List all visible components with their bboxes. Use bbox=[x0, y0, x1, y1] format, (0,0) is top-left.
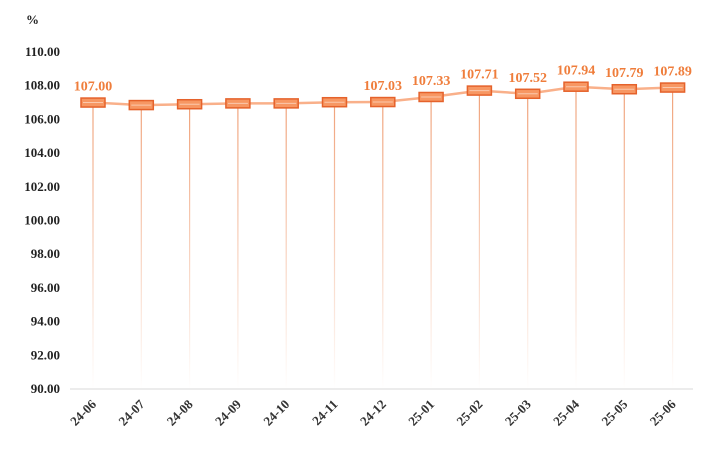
drop-line bbox=[382, 102, 384, 390]
drop-line bbox=[285, 103, 287, 389]
markers bbox=[80, 81, 686, 111]
data-point-marker bbox=[563, 81, 589, 92]
drop-line bbox=[189, 104, 191, 390]
data-point-marker bbox=[611, 83, 638, 95]
y-tick-label: 102.00 bbox=[24, 179, 60, 194]
data-point-marker bbox=[128, 99, 155, 111]
drop-line bbox=[140, 105, 142, 389]
data-point-marker bbox=[80, 97, 106, 108]
y-tick-label: 104.00 bbox=[24, 145, 60, 160]
x-tick-label: 24-08 bbox=[164, 396, 196, 428]
y-tick-label: 98.00 bbox=[31, 246, 60, 261]
x-tick-label: 25-03 bbox=[502, 396, 534, 428]
x-tick-label: 25-02 bbox=[453, 397, 485, 429]
y-tick-label: 106.00 bbox=[24, 111, 60, 126]
x-tick-label: 24-10 bbox=[260, 397, 292, 429]
data-point-marker bbox=[321, 96, 348, 108]
x-tick-label: 24-12 bbox=[357, 397, 389, 429]
drop-line bbox=[478, 90, 480, 390]
data-label: 107.71 bbox=[460, 68, 499, 83]
drop-line bbox=[333, 102, 336, 389]
drop-line bbox=[575, 86, 577, 389]
y-tick-label: 92.00 bbox=[31, 347, 60, 362]
drop-line bbox=[527, 93, 529, 390]
data-point-marker bbox=[659, 82, 686, 93]
data-point-marker bbox=[225, 98, 251, 109]
data-point-marker bbox=[176, 98, 203, 110]
x-tick-label: 24-09 bbox=[212, 396, 244, 428]
y-tick-label: 96.00 bbox=[31, 280, 60, 295]
x-tick-label: 24-11 bbox=[309, 397, 341, 429]
y-axis-unit-label: % bbox=[26, 12, 39, 27]
y-tick-label: 110.00 bbox=[25, 44, 60, 59]
y-tick-label: 90.00 bbox=[31, 381, 60, 396]
data-labels: 107.00 107.03 107.33 107.71 107.52 107.94 107.… bbox=[74, 64, 692, 95]
data-point-marker bbox=[370, 96, 396, 108]
drop-line bbox=[430, 96, 432, 389]
x-tick-label: 24-07 bbox=[115, 396, 147, 428]
data-label: 107.00 bbox=[74, 80, 113, 95]
drop-line bbox=[92, 102, 94, 390]
y-tick-label: 94.00 bbox=[31, 314, 60, 329]
x-axis: 24-06 24-07 24-08 24-09 24-10 24-11 24-12 25-01… bbox=[67, 388, 693, 429]
drop-line bbox=[237, 103, 239, 389]
data-point-marker bbox=[418, 91, 444, 103]
x-tick-label: 25-06 bbox=[647, 396, 679, 428]
y-axis: 90.00 92.00 94.00 96.00 98.00 100.00 102.00 104… bbox=[24, 44, 60, 396]
y-tick-label: 108.00 bbox=[24, 78, 60, 93]
data-point-marker bbox=[466, 85, 493, 96]
x-tick-label: 24-06 bbox=[67, 396, 99, 428]
data-point-marker bbox=[514, 88, 541, 100]
data-label: 107.03 bbox=[364, 79, 403, 94]
data-label: 107.89 bbox=[653, 65, 692, 80]
x-tick-label: 25-04 bbox=[550, 396, 582, 428]
data-point-marker bbox=[273, 98, 299, 109]
drop-line bbox=[672, 87, 674, 389]
y-tick-label: 100.00 bbox=[24, 213, 60, 228]
data-label: 107.33 bbox=[412, 74, 451, 89]
drop-lines bbox=[92, 86, 674, 390]
data-label: 107.79 bbox=[605, 66, 644, 81]
data-label: 107.52 bbox=[508, 71, 547, 86]
x-tick-label: 25-01 bbox=[405, 397, 437, 429]
drop-line bbox=[623, 89, 625, 390]
data-label: 107.94 bbox=[557, 64, 596, 79]
x-tick-label: 25-05 bbox=[598, 396, 630, 428]
